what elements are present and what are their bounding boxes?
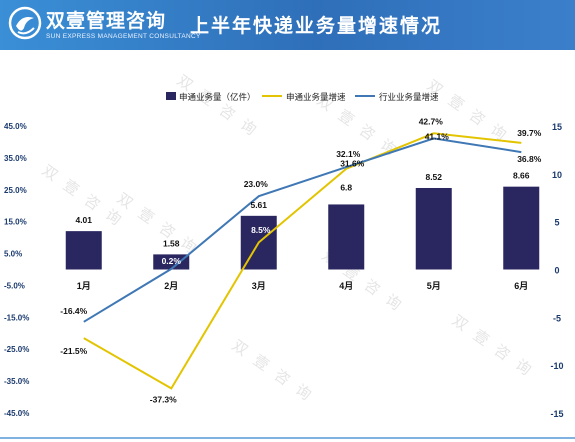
bar-1: [65, 231, 102, 270]
left-tick-label: -45.0%: [4, 409, 29, 418]
data-label: 8.52: [425, 172, 442, 182]
bar-series: [65, 186, 540, 270]
right-tick-label: 15: [552, 122, 562, 132]
data-label: 8.5%: [251, 225, 271, 235]
watermark-text: 双 壹 咨 询: [449, 311, 537, 380]
data-label: 1.58: [163, 238, 180, 248]
x-category-label: 4月: [339, 281, 353, 291]
data-label: 6.8: [340, 182, 352, 192]
left-tick-label: 45.0%: [4, 122, 27, 131]
watermark-text: 双 壹 咨 询: [114, 189, 202, 258]
logo-swirl-icon: [8, 6, 42, 40]
bottom-divider: [0, 437, 575, 439]
right-tick-label: -10: [550, 361, 563, 371]
x-category-label: 6月: [514, 281, 528, 291]
left-tick-label: -5.0%: [4, 281, 25, 290]
left-tick-label: 15.0%: [4, 218, 27, 227]
bar-4: [328, 204, 365, 270]
right-axis: 15 10 5 0 -5 -10 -15: [550, 122, 563, 419]
data-label: 31.6%: [340, 159, 365, 169]
x-category-label: 3月: [252, 281, 266, 291]
data-label: 4.01: [75, 215, 92, 225]
yto-growth-line: [83, 132, 522, 390]
data-label: 0.2%: [162, 256, 182, 266]
industry-growth-line: [83, 137, 522, 323]
left-tick-label: -25.0%: [4, 345, 29, 354]
page-title: 上半年快递业务量增速情况: [190, 15, 443, 37]
legend-label: 行业业务量增速: [379, 92, 439, 102]
right-tick-label: 5: [554, 218, 559, 228]
right-tick-label: -15: [550, 409, 563, 419]
left-tick-label: 5.0%: [4, 250, 22, 259]
header-banner: 双壹管理咨询 SUN EXPRESS MANAGEMENT CONSULTANC…: [0, 0, 575, 50]
data-label: -16.4%: [60, 306, 87, 316]
left-tick-label: -35.0%: [4, 377, 29, 386]
bar-5: [415, 187, 452, 270]
x-axis: 1月 2月 3月 4月 5月 6月: [77, 281, 529, 291]
data-label: 23.0%: [244, 179, 269, 189]
x-category-label: 2月: [164, 281, 178, 291]
x-category-label: 1月: [77, 281, 91, 291]
logo-text: 双壹管理咨询: [46, 10, 167, 32]
line-series: [83, 132, 522, 390]
legend: 申通业务量（亿件） 申通业务量增速 行业业务量增速: [166, 92, 439, 102]
bar-6: [503, 186, 540, 270]
data-label: 32.1%: [336, 149, 361, 159]
left-tick-label: 35.0%: [4, 154, 27, 163]
left-tick-label: -15.0%: [4, 313, 29, 322]
data-label: 42.7%: [419, 116, 444, 126]
data-label: -37.3%: [150, 394, 177, 404]
watermark-text: 双 壹 咨 询: [174, 71, 262, 140]
right-tick-label: 10: [552, 170, 562, 180]
data-label: 39.7%: [517, 128, 542, 138]
watermark-text: 双 壹 咨 询: [229, 336, 317, 405]
data-label: 36.8%: [517, 154, 542, 164]
bar-2: [153, 254, 190, 270]
right-tick-label: -5: [553, 313, 561, 323]
data-label: -21.5%: [60, 346, 87, 356]
data-labels: 4.01 1.58 5.61 6.8 8.52 8.66 -21.5% -37.3% 8.5% 3…: [60, 116, 541, 404]
data-label: 5.61: [250, 200, 267, 210]
data-label: 8.66: [513, 171, 530, 181]
logo-subtitle: SUN EXPRESS MANAGEMENT CONSULTANCY: [46, 33, 201, 40]
data-label: 41.1%: [425, 131, 450, 141]
legend-swatch-bar: [166, 92, 176, 100]
legend-label: 申通业务量（亿件）: [179, 92, 256, 102]
right-tick-label: 0: [554, 266, 559, 276]
x-category-label: 5月: [427, 281, 441, 291]
legend-label: 申通业务量增速: [286, 92, 346, 102]
left-tick-label: 25.0%: [4, 186, 27, 195]
left-axis: 45.0% 35.0% 25.0% 15.0% 5.0% -5.0% -15.0% -25.0…: [4, 122, 29, 418]
